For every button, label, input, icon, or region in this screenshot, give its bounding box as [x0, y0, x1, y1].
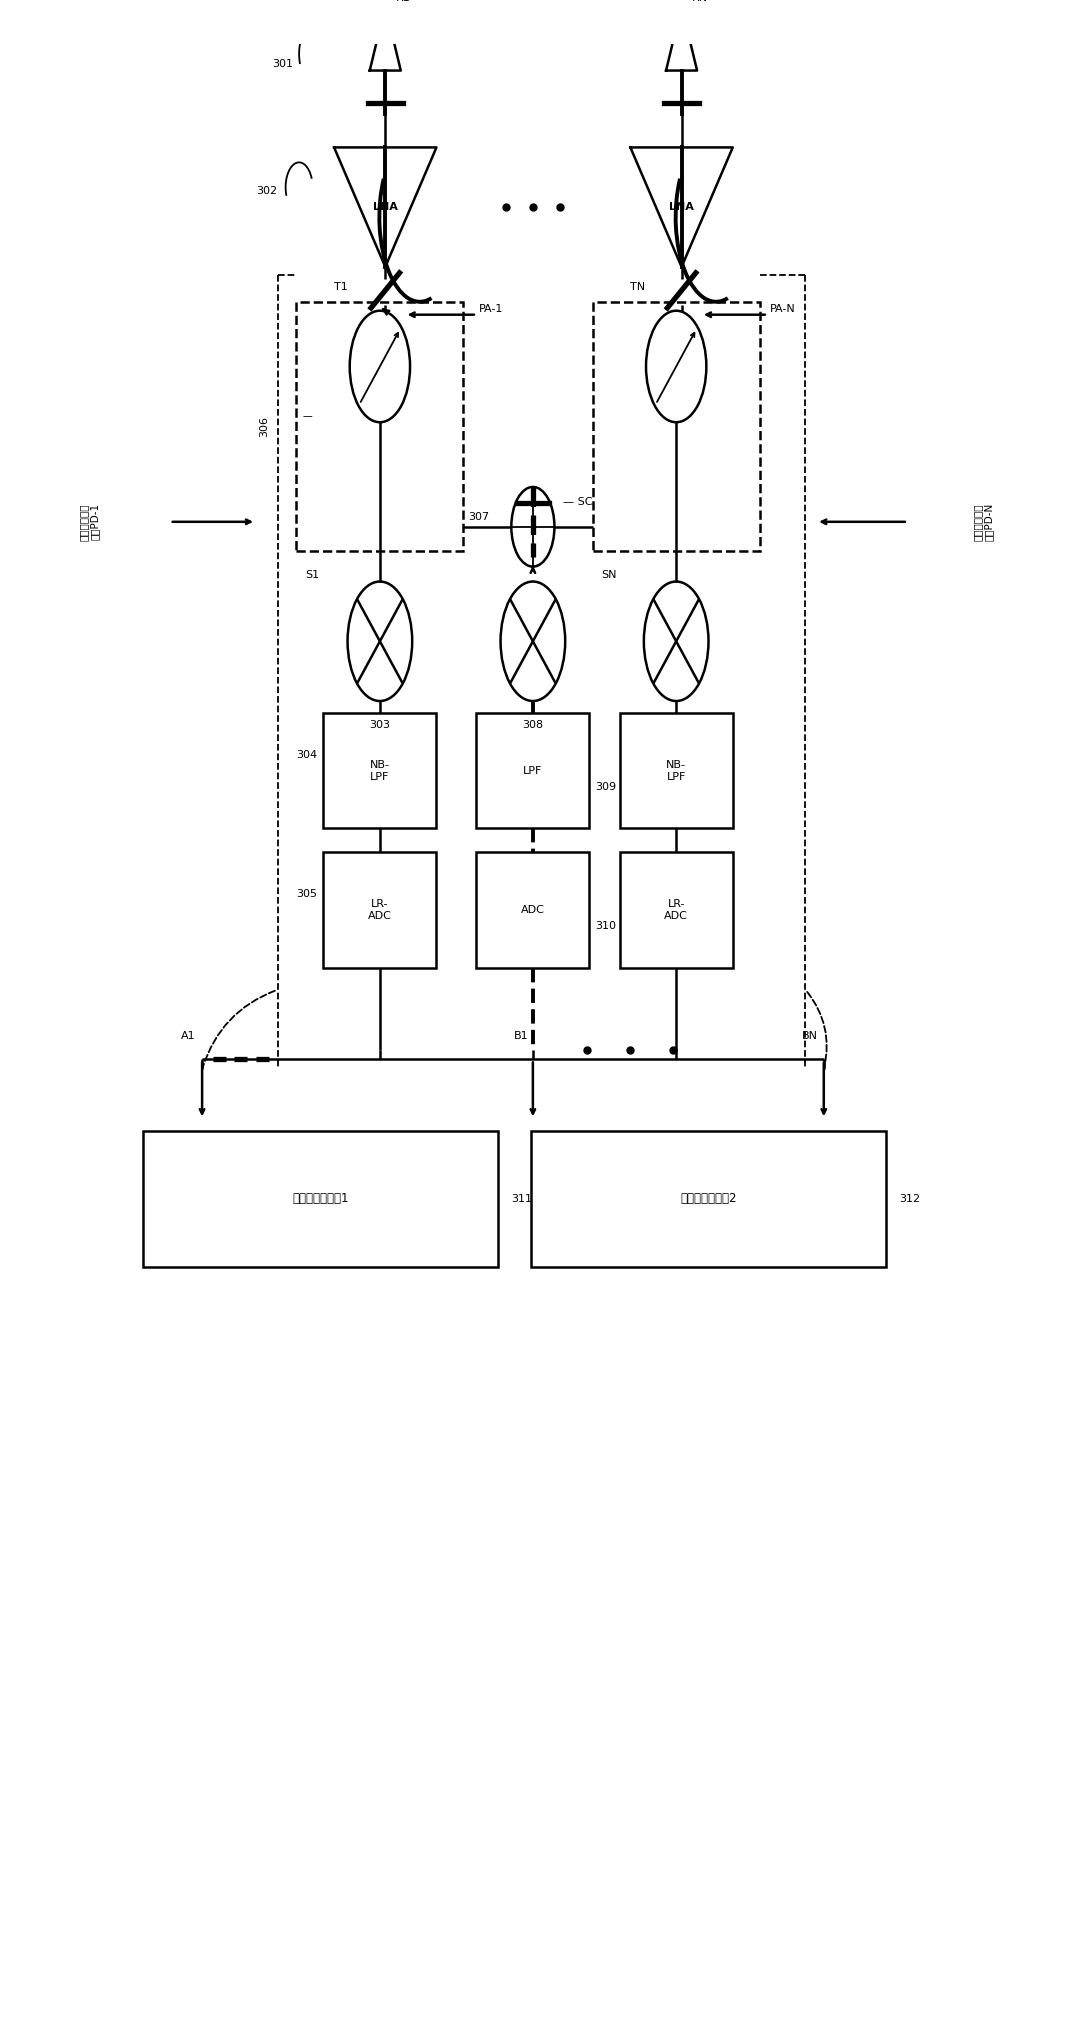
Text: NB-
LPF: NB- LPF	[666, 760, 687, 781]
Text: 309: 309	[595, 783, 616, 791]
Text: LR-
ADC: LR- ADC	[368, 899, 392, 921]
Text: LPF: LPF	[523, 766, 543, 776]
Text: 数字波束成形器1: 数字波束成形器1	[292, 1192, 349, 1204]
Text: R1: R1	[396, 0, 410, 4]
Text: 301: 301	[272, 59, 293, 69]
Text: T1: T1	[334, 281, 348, 291]
Text: 307: 307	[468, 512, 490, 522]
Text: LR-
ADC: LR- ADC	[664, 899, 688, 921]
Bar	[477, 713, 589, 829]
Text: 302: 302	[256, 185, 277, 196]
Text: 311: 311	[511, 1194, 533, 1204]
Text: A1: A1	[181, 1031, 195, 1041]
Text: 308: 308	[522, 719, 544, 730]
Text: S1: S1	[305, 569, 319, 579]
Text: 304: 304	[297, 750, 317, 760]
Text: 310: 310	[595, 921, 616, 931]
Text: 数字波束成形
路径PD-N: 数字波束成形 路径PD-N	[973, 503, 994, 540]
Text: 305: 305	[297, 889, 317, 899]
Text: 数字波束成形器2: 数字波束成形器2	[680, 1192, 736, 1204]
Text: LNA: LNA	[373, 202, 397, 212]
Text: 306: 306	[259, 416, 269, 436]
Text: 303: 303	[369, 719, 390, 730]
Text: —: —	[303, 412, 313, 422]
Text: BN: BN	[803, 1031, 819, 1041]
Text: LNA: LNA	[669, 202, 694, 212]
Text: SN: SN	[601, 569, 617, 579]
Text: ADC: ADC	[521, 905, 545, 915]
Bar	[324, 713, 436, 829]
Text: 数字波束成形
路径PD-1: 数字波束成形 路径PD-1	[78, 503, 100, 540]
Text: PA-1: PA-1	[479, 304, 504, 314]
Bar	[324, 852, 436, 968]
Text: PA-N: PA-N	[770, 304, 796, 314]
Bar	[297, 302, 464, 550]
Text: B1: B1	[513, 1031, 529, 1041]
Bar	[143, 1131, 498, 1266]
Text: RN: RN	[692, 0, 708, 4]
Text: 312: 312	[899, 1194, 921, 1204]
Bar	[592, 302, 759, 550]
Bar	[619, 713, 733, 829]
Text: — SC: — SC	[563, 497, 592, 507]
Bar	[531, 1131, 886, 1266]
Bar	[619, 852, 733, 968]
Text: TN: TN	[630, 281, 645, 291]
Text: NB-
LPF: NB- LPF	[370, 760, 390, 781]
Bar	[477, 852, 589, 968]
